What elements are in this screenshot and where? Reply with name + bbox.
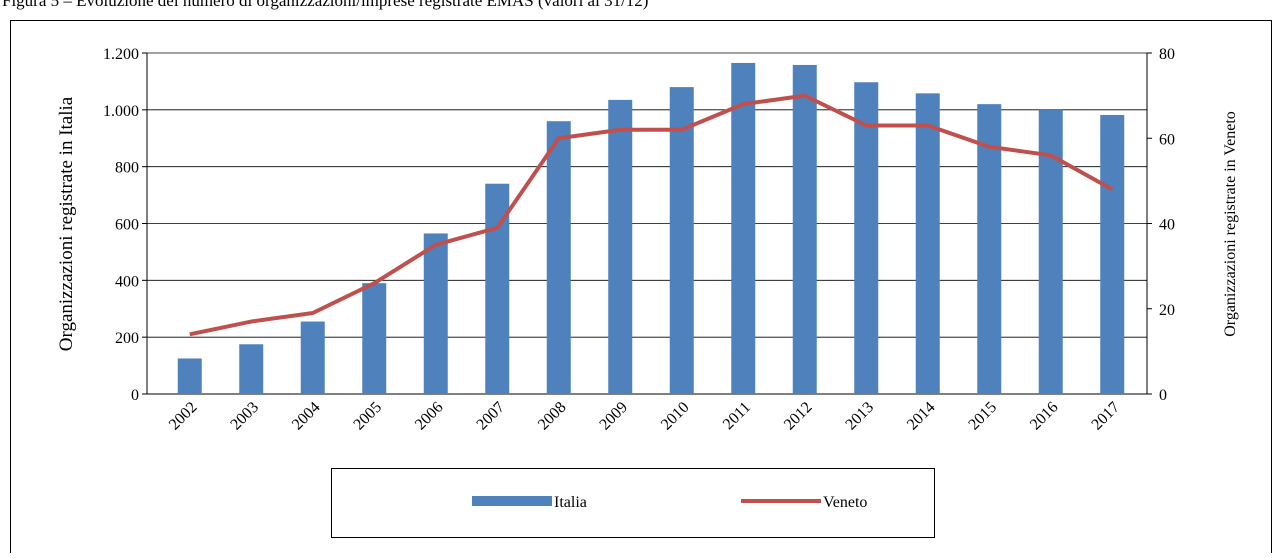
- chart-title: Figura 5 – Evoluzione del numero di orga…: [2, 0, 648, 10]
- x-tick-label: 2011: [720, 399, 754, 433]
- bar: [177, 358, 202, 394]
- y-tick-label: 0: [131, 387, 139, 404]
- y-tick-label: 600: [115, 217, 139, 234]
- x-tick-label: 2007: [473, 399, 508, 434]
- y-tick-label: 200: [115, 330, 139, 347]
- line: [189, 93, 1114, 337]
- bar: [239, 344, 264, 394]
- legend-label: Veneto: [823, 494, 867, 511]
- bar: [731, 62, 756, 395]
- y2-tick-label: 20: [1159, 302, 1175, 319]
- legend-label: Italia: [554, 494, 587, 511]
- y2-tick-label: 80: [1159, 46, 1175, 63]
- y-tick-label: 1.000: [103, 103, 139, 120]
- y2-axis-title: Organizzazioni registrate in Veneto: [1222, 111, 1239, 337]
- x-tick-label: 2003: [227, 399, 262, 434]
- bar: [854, 82, 879, 394]
- bar: [792, 64, 817, 394]
- y2-tick-label: 60: [1159, 131, 1175, 148]
- x-tick-label: 2004: [289, 399, 324, 434]
- bar: [608, 99, 633, 394]
- bar: [1100, 114, 1125, 394]
- legend-box: [331, 468, 935, 538]
- bar: [362, 283, 387, 394]
- y-tick-label: 800: [115, 160, 139, 177]
- y-tick-label: 1.200: [103, 46, 139, 63]
- chart-frame: [10, 20, 1272, 558]
- x-tick-label: 2006: [412, 399, 447, 434]
- x-tick-label: 2005: [350, 399, 385, 434]
- x-tick-label: 2010: [658, 399, 693, 434]
- bar: [977, 104, 1002, 395]
- bar: [669, 87, 694, 394]
- x-tick-label: 2008: [535, 399, 570, 434]
- bar: [300, 321, 325, 394]
- x-tick-label: 2014: [904, 399, 939, 434]
- bar: [546, 121, 571, 394]
- bar: [423, 233, 448, 394]
- x-tick-label: 2012: [781, 399, 816, 434]
- x-tick-label: 2013: [842, 399, 877, 434]
- legend-swatch: [472, 496, 552, 506]
- x-tick-label: 2015: [965, 399, 1000, 434]
- y-tick-label: 400: [115, 273, 139, 290]
- x-tick-label: 2002: [166, 399, 201, 434]
- x-tick-label: 2009: [596, 399, 631, 434]
- x-tick-label: 2017: [1088, 399, 1123, 434]
- bar: [915, 93, 940, 394]
- y2-tick-label: 40: [1159, 217, 1175, 234]
- x-tick-label: 2016: [1027, 399, 1062, 434]
- y-axis-title: Organizzazioni registrate in Italia: [56, 96, 77, 351]
- y2-tick-label: 0: [1159, 387, 1167, 404]
